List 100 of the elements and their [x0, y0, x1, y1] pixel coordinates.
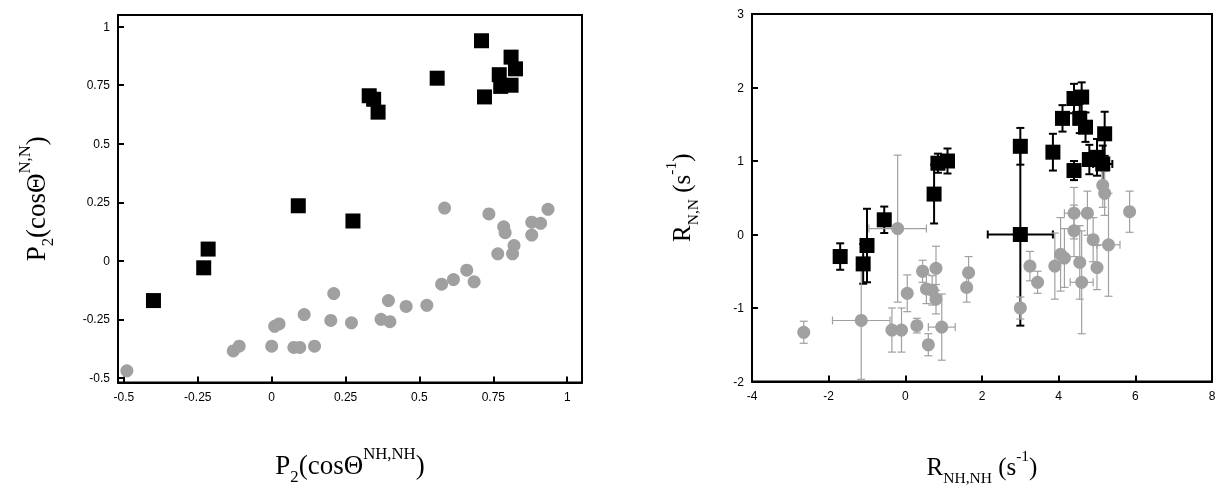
point [272, 317, 286, 331]
point [921, 338, 935, 352]
y-tick-label: 2 [737, 80, 745, 95]
point [467, 275, 481, 289]
point [1075, 275, 1089, 289]
point [1080, 206, 1094, 220]
y-tick-label: 1 [103, 19, 111, 34]
point [962, 266, 976, 280]
point [476, 89, 492, 105]
point [1012, 138, 1028, 154]
point [383, 315, 397, 329]
y-tick-label: 3 [737, 7, 745, 21]
point [940, 153, 955, 169]
point [345, 213, 361, 229]
point [438, 201, 452, 215]
point [1013, 301, 1027, 315]
point [900, 286, 914, 300]
point [196, 260, 212, 276]
point [474, 33, 490, 49]
point [525, 228, 539, 242]
point [541, 202, 555, 216]
point [1067, 206, 1081, 220]
point [508, 61, 523, 77]
y-tick-label: 1 [737, 154, 745, 168]
x-tick-label: 4 [1055, 388, 1063, 403]
point [926, 186, 942, 202]
point [1055, 110, 1070, 126]
point [324, 313, 338, 327]
x-tick-label: 0.75 [481, 389, 506, 404]
y-tick-label: -2 [733, 374, 745, 389]
x-tick-label: 0.5 [411, 389, 429, 404]
point [1067, 224, 1081, 238]
point [854, 314, 868, 327]
x-tick-label: -0.25 [184, 389, 212, 404]
point [935, 320, 949, 334]
x-tick-label: 0.25 [333, 389, 358, 404]
point [290, 198, 306, 214]
y-tick-label: -0.5 [89, 370, 111, 385]
point [145, 293, 161, 309]
point [482, 207, 496, 221]
point [1097, 126, 1113, 142]
x-tick-label: 0 [268, 389, 276, 404]
point [534, 216, 548, 230]
point [308, 339, 322, 353]
point [200, 241, 216, 257]
point [1102, 238, 1115, 252]
point [366, 91, 382, 107]
y-tick-label: 0.75 [86, 78, 111, 93]
x-tick-label: 1 [563, 389, 571, 404]
point [832, 249, 848, 265]
point [429, 70, 445, 86]
x-tick-label: 8 [1208, 388, 1216, 403]
point [960, 280, 974, 294]
point [327, 287, 341, 301]
point [855, 256, 871, 272]
point [1073, 255, 1087, 269]
y-tick-label: 0.25 [86, 195, 111, 210]
x-tick-label: 2 [978, 388, 986, 403]
point [1045, 144, 1061, 160]
point [420, 298, 434, 312]
point [491, 247, 505, 261]
point [1048, 259, 1062, 273]
y-tick-label: -1 [733, 301, 745, 315]
point [399, 299, 413, 313]
point [1090, 261, 1104, 275]
x-tick-label: -0.5 [113, 389, 135, 404]
point [1078, 119, 1093, 135]
point [895, 323, 908, 337]
point [1012, 227, 1028, 242]
y-tick-label: -0.25 [82, 312, 111, 327]
y-tick-label: 0 [737, 227, 745, 242]
point [265, 339, 279, 353]
point [370, 104, 386, 120]
point [1023, 259, 1037, 273]
point [506, 247, 520, 261]
point [1086, 233, 1100, 247]
y-axis-title: RN,N (s-1) [662, 153, 701, 242]
point [498, 226, 512, 240]
point [1057, 251, 1071, 265]
point [1123, 205, 1137, 219]
point [1031, 275, 1045, 289]
point [232, 339, 246, 353]
x-tick-label: 0 [901, 388, 909, 403]
point [891, 222, 905, 236]
point [876, 212, 892, 228]
y-tick-label: 0.5 [93, 136, 111, 151]
x-tick-label: -2 [823, 388, 835, 403]
point [297, 308, 311, 322]
point [1098, 186, 1112, 200]
point [344, 316, 358, 330]
x-tick-label: 6 [1131, 388, 1139, 403]
y-axis-title: P2(cosΘN,N) [14, 136, 57, 262]
point [446, 273, 460, 286]
point [797, 325, 811, 339]
point [120, 364, 134, 378]
y-tick-label: 0 [103, 253, 111, 268]
x-tick-label: -4 [746, 388, 758, 403]
point [435, 277, 449, 291]
point [460, 263, 474, 277]
point [381, 294, 395, 308]
